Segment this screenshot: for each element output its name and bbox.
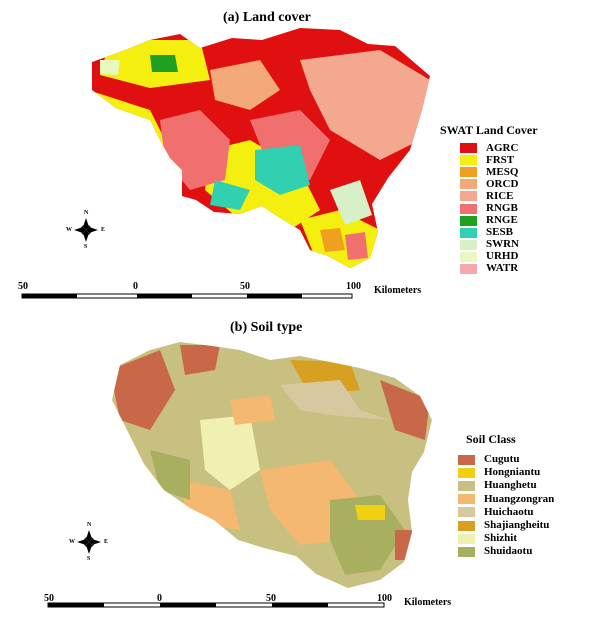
- panel-b-title: (b) Soil type: [230, 320, 303, 335]
- legend-b-swatch: [458, 454, 475, 465]
- legend-a-item: RNGE: [460, 215, 538, 227]
- legend-a-label: SWRN: [486, 238, 520, 251]
- legend-a-label: RNGE: [486, 214, 518, 227]
- panel-a-title: (a) Land cover: [223, 10, 311, 25]
- legend-a-swatch: [460, 203, 477, 214]
- legend-b-swatch: [458, 467, 475, 478]
- legend-b-item: Shuidaotu: [458, 545, 554, 558]
- legend-soil-class: Soil Class Cugutu Hongniantu Huanghetu Huan…: [458, 432, 554, 559]
- scale-b-tick-2: 50: [266, 593, 276, 604]
- soil-type-map: [112, 342, 432, 588]
- legend-a-label: ORCD: [486, 177, 519, 190]
- legend-b-swatch: [458, 546, 475, 557]
- legend-a-label: RNGB: [486, 202, 518, 215]
- legend-b-item: Hongniantu: [458, 466, 554, 479]
- compass-b-east: E: [104, 539, 109, 545]
- legend-b-label: Shuidaotu: [484, 545, 533, 558]
- scale-b-tick-0: 50: [44, 593, 54, 604]
- legend-b-item: Cugutu: [458, 453, 554, 466]
- compass-b-north: N: [87, 522, 92, 528]
- legend-b-title: Soil Class: [466, 432, 516, 446]
- legend-a-swatch: [460, 167, 477, 178]
- legend-b-label: Huichaotu: [484, 505, 534, 518]
- legend-a-item: FRST: [460, 154, 538, 166]
- legend-a-item: SESB: [460, 227, 538, 239]
- legend-a-item: ORCD: [460, 178, 538, 190]
- legend-a-label: RICE: [486, 189, 514, 202]
- compass-b-west: W: [69, 539, 75, 545]
- scale-a-tick-0: 50: [18, 281, 28, 292]
- legend-a-swatch: [460, 155, 477, 166]
- legend-b-label: Huanghetu: [484, 479, 537, 492]
- legend-b-label: Hongniantu: [484, 466, 541, 479]
- compass-a-west: W: [66, 227, 72, 233]
- legend-b-swatch: [458, 533, 475, 544]
- scale-a-unit: Kilometers: [374, 285, 422, 296]
- legend-a-label: MESQ: [486, 165, 519, 178]
- legend-a-swatch: [460, 215, 477, 226]
- legend-a-swatch: [460, 179, 477, 190]
- legend-b-label: Shajiangheitu: [484, 519, 550, 532]
- scale-b-tick-1: 0: [157, 593, 162, 604]
- legend-a-title: SWAT Land Cover: [440, 123, 538, 137]
- legend-a-label: SESB: [486, 226, 513, 239]
- legend-b-label: Cugutu: [484, 453, 520, 466]
- compass-b-south: S: [87, 556, 91, 562]
- legend-a-label: WATR: [486, 262, 519, 275]
- legend-b-swatch: [458, 507, 475, 518]
- compass-a-north: N: [84, 210, 89, 216]
- legend-a-swatch: [460, 191, 477, 202]
- compass-icon-a: [74, 218, 98, 242]
- scale-a-tick-2: 50: [240, 281, 250, 292]
- legend-a-swatch: [460, 227, 477, 238]
- legend-b-item: Huanghetu: [458, 479, 554, 492]
- compass-a-east: E: [101, 227, 106, 233]
- legend-b-label: Shizhit: [484, 532, 518, 545]
- legend-b-swatch: [458, 520, 475, 531]
- legend-a-swatch: [460, 263, 477, 274]
- legend-a-item: RNGB: [460, 202, 538, 214]
- legend-b-item: Huangzongran: [458, 493, 554, 506]
- legend-b-item: Shizhit: [458, 532, 554, 545]
- legend-a-item: RICE: [460, 190, 538, 202]
- legend-a-item: AGRC: [460, 142, 538, 154]
- legend-b-swatch: [458, 494, 475, 505]
- legend-b-item: Huichaotu: [458, 506, 554, 519]
- legend-a-item: URHD: [460, 251, 538, 263]
- legend-a-label: URHD: [486, 250, 519, 263]
- legend-b-swatch: [458, 480, 475, 491]
- scale-a-tick-3: 100: [346, 281, 361, 292]
- scale-a-tick-1: 0: [133, 281, 138, 292]
- legend-a-swatch: [460, 251, 477, 262]
- legend-a-item: SWRN: [460, 239, 538, 251]
- legend-a-swatch: [460, 239, 477, 250]
- legend-a-item: WATR: [460, 263, 538, 275]
- scale-bar-a: [21, 293, 353, 299]
- legend-a-swatch: [460, 143, 477, 154]
- compass-icon-b: [77, 530, 101, 554]
- legend-a-item: MESQ: [460, 166, 538, 178]
- legend-a-label: FRST: [486, 153, 515, 166]
- legend-land-cover: SWAT Land Cover AGRC FRST MESQ ORCD RICE RNGB…: [440, 123, 538, 275]
- scale-b-tick-3: 100: [377, 593, 392, 604]
- compass-a-south: S: [84, 244, 88, 250]
- land-cover-map: [92, 28, 430, 268]
- scale-b-unit: Kilometers: [404, 597, 452, 608]
- legend-b-item: Shajiangheitu: [458, 519, 554, 532]
- legend-b-label: Huangzongran: [484, 492, 555, 505]
- legend-a-label: AGRC: [486, 141, 519, 154]
- scale-bar-b: [47, 602, 385, 608]
